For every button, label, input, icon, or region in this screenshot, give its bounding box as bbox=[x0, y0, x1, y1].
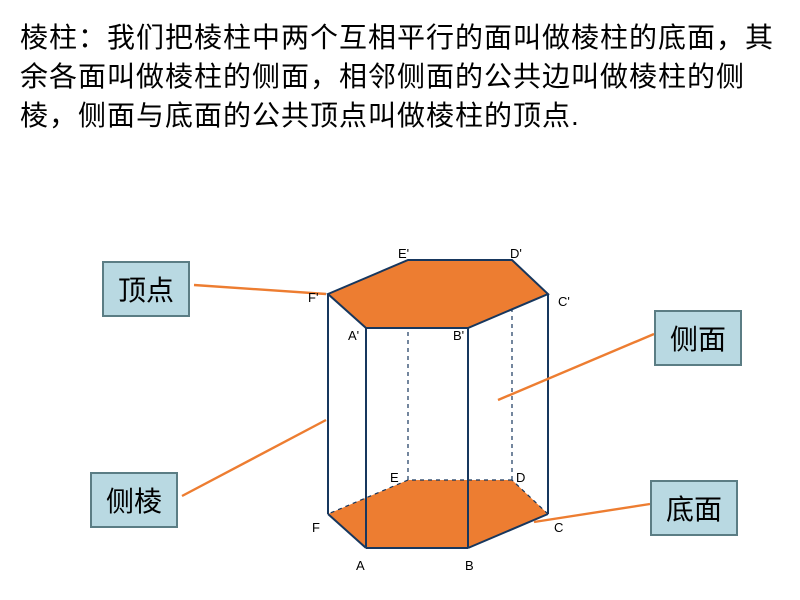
label-side: 侧面 bbox=[654, 310, 742, 366]
vertex-label: B' bbox=[453, 328, 464, 343]
vertex-label: A bbox=[356, 558, 365, 573]
vertex-label: D' bbox=[510, 246, 522, 261]
label-base: 底面 bbox=[650, 480, 738, 536]
label-vertex: 顶点 bbox=[102, 261, 190, 317]
vertex-label: E' bbox=[398, 246, 409, 261]
label-edge: 侧棱 bbox=[90, 472, 178, 528]
vertex-label: F bbox=[312, 520, 320, 535]
vertex-label: B bbox=[465, 558, 474, 573]
vertex-label: D bbox=[516, 470, 525, 485]
definition-text: 棱柱：我们把棱柱中两个互相平行的面叫做棱柱的底面，其余各面叫做棱柱的侧面，相邻侧… bbox=[20, 18, 780, 136]
vertex-label: C' bbox=[558, 294, 570, 309]
vertex-label: A' bbox=[348, 328, 359, 343]
vertex-label: E bbox=[390, 470, 399, 485]
vertex-label: C bbox=[554, 520, 563, 535]
vertex-label: F' bbox=[308, 290, 318, 305]
